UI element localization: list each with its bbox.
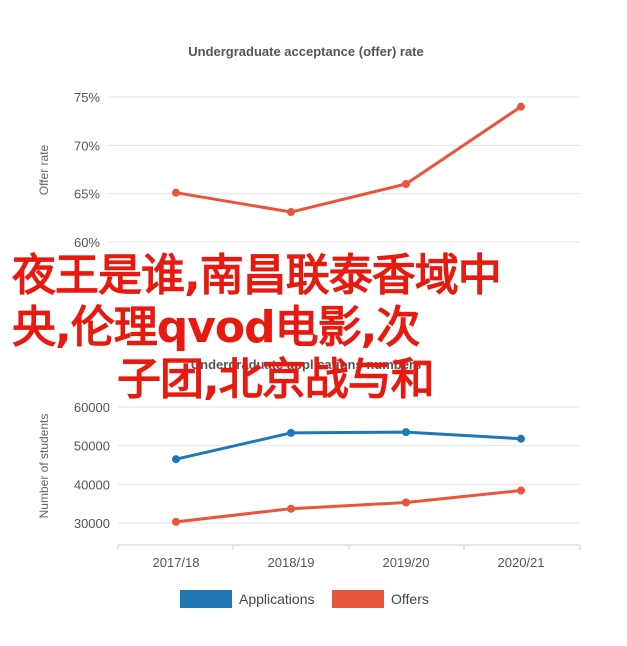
c1-data-point[interactable] bbox=[402, 180, 410, 188]
c2-data-point[interactable] bbox=[287, 428, 295, 437]
c2-data-point[interactable] bbox=[517, 434, 525, 443]
legend-applications-label[interactable]: Applications bbox=[239, 591, 315, 607]
c1-y-tick-label: 75% bbox=[74, 90, 100, 105]
c1-series-line bbox=[175, 105, 522, 214]
chart2-gridlines bbox=[118, 406, 580, 524]
c2-data-point[interactable] bbox=[287, 504, 295, 513]
c2-y-tick-label: 40000 bbox=[74, 477, 110, 492]
chart1-y-axis-label: Offer rate bbox=[37, 144, 51, 195]
chart2-x-axis: 2017/18 2018/19 2019/20 2020/21 bbox=[117, 544, 581, 570]
c1-data-point[interactable] bbox=[517, 102, 525, 111]
c2-series-line bbox=[175, 489, 522, 524]
chart1-gridlines bbox=[108, 96, 580, 243]
c2-x-tick-label: 2019/20 bbox=[383, 555, 430, 570]
c1-data-point[interactable] bbox=[287, 208, 295, 217]
chart1-title: Undergraduate acceptance (offer) rate bbox=[188, 44, 424, 59]
chart2-legend: Applications Offers bbox=[180, 590, 429, 608]
c2-y-tick-label: 30000 bbox=[74, 516, 110, 531]
c2-x-tick-label: 2018/19 bbox=[268, 555, 315, 570]
chart2-title: Undergraduate applications numbers bbox=[191, 357, 421, 372]
applications-chart: Undergraduate applications numbers 30000… bbox=[37, 357, 581, 608]
c2-x-tick-label: 2020/21 bbox=[498, 555, 545, 570]
chart1-y-ticks: 60% 65% 70% 75% bbox=[74, 90, 100, 250]
c2-data-point[interactable] bbox=[402, 428, 410, 437]
chart2-series bbox=[172, 428, 525, 526]
c2-series-line bbox=[175, 430, 522, 461]
c2-data-point[interactable] bbox=[402, 498, 410, 507]
c1-y-tick-label: 60% bbox=[74, 235, 100, 250]
chart2-y-ticks: 30000 40000 50000 60000 bbox=[74, 400, 110, 531]
c1-y-tick-label: 65% bbox=[74, 187, 100, 202]
c2-data-point[interactable] bbox=[517, 486, 525, 495]
c2-x-tick-label: 2017/18 bbox=[153, 555, 200, 570]
legend-applications-swatch bbox=[180, 590, 232, 608]
chart1-series bbox=[172, 102, 525, 217]
c2-data-point[interactable] bbox=[172, 455, 180, 464]
c2-y-tick-label: 60000 bbox=[74, 400, 110, 415]
c1-data-point[interactable] bbox=[172, 188, 180, 197]
legend-offers-swatch bbox=[332, 590, 384, 608]
offer-rate-chart: Undergraduate acceptance (offer) rate 60… bbox=[37, 44, 580, 250]
legend-offers-label[interactable]: Offers bbox=[391, 591, 429, 607]
c2-data-point[interactable] bbox=[172, 517, 180, 526]
c2-y-tick-label: 50000 bbox=[74, 439, 110, 454]
chart2-y-axis-label: Number of students bbox=[37, 414, 51, 519]
c1-y-tick-label: 70% bbox=[74, 138, 100, 153]
